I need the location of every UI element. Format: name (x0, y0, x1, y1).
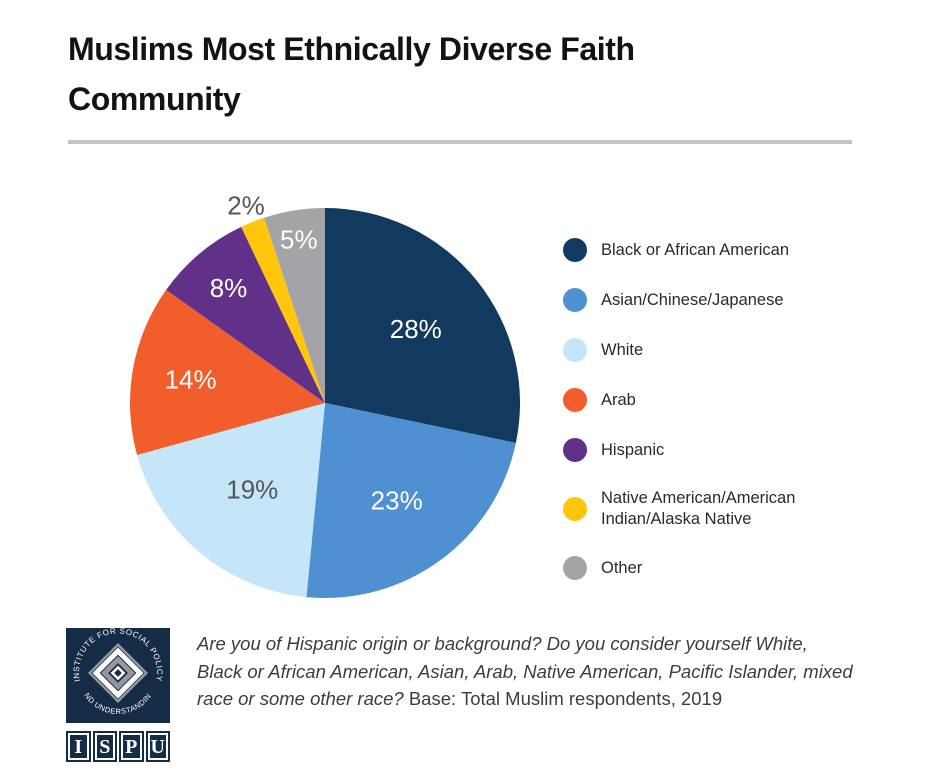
pie-slice-2 (137, 403, 325, 598)
pie-chart: 28% 23% 19% 14% 8% 2% 5% (130, 191, 521, 599)
legend-label: Arab (601, 390, 636, 409)
ispu-letter: S (99, 735, 111, 758)
pie-percent-label-0: 28% (390, 314, 442, 344)
legend-color-dot-icon (563, 556, 587, 580)
legend-color-dot-icon (563, 497, 587, 521)
pie-percent-label-6: 5% (280, 224, 318, 254)
legend-label: Other (601, 558, 643, 577)
legend-label: Native American/American Indian/Alaska N… (601, 489, 796, 528)
ispu-letter: P (125, 735, 138, 758)
pie-slice-5 (241, 217, 325, 403)
legend-item-0: Black or African American (563, 238, 863, 262)
legend-label: Asian/Chinese/Japanese (601, 290, 784, 309)
footnote: Are you of Hispanic origin or background… (197, 630, 857, 713)
pie-slice-0 (325, 208, 521, 443)
pie-slice-3 (130, 289, 325, 455)
legend-item-5: Native American/American Indian/Alaska N… (563, 488, 863, 530)
legend-item-4: Hispanic (563, 438, 863, 462)
pie-slice-6 (264, 208, 325, 403)
ispu-letter-box-1: S (92, 731, 117, 762)
pie-percent-label-3: 14% (165, 364, 217, 394)
ispu-letter-box-0: I (66, 731, 91, 762)
logo-diamond-icon (87, 642, 149, 704)
title-divider (68, 140, 852, 144)
legend-color-dot-icon (563, 388, 587, 412)
ispu-logo: INSTITUTE FOR SOCIAL POLICY AND UNDERSTA… (63, 621, 170, 762)
legend-label: White (601, 340, 644, 359)
ispu-letter: U (150, 735, 165, 758)
pie-percent-label-2: 19% (226, 475, 278, 505)
pie-percent-label-1: 23% (371, 485, 423, 515)
legend-label: Hispanic (601, 440, 665, 459)
footnote-base: Base: Total Muslim respondents, 2019 (403, 688, 723, 709)
legend-item-3: Arab (563, 388, 863, 412)
legend-color-dot-icon (563, 288, 587, 312)
footnote-question: Are you of Hispanic origin or background… (197, 633, 853, 709)
pie-slice-4 (166, 226, 325, 403)
pie-slice-1 (306, 403, 516, 599)
legend-label: Black or African American (601, 240, 789, 259)
ispu-letter: I (74, 735, 83, 758)
legend-color-dot-icon (563, 438, 587, 462)
ispu-logo-seal: INSTITUTE FOR SOCIAL POLICY AND UNDERSTA… (63, 621, 170, 723)
legend-color-dot-icon (563, 238, 587, 262)
ispu-letter-box-3: U (145, 731, 170, 762)
legend-item-1: Asian/Chinese/Japanese (563, 288, 863, 312)
legend-color-dot-icon (563, 338, 587, 362)
legend-item-6: Other (563, 556, 863, 580)
legend-item-2: White (563, 338, 863, 362)
pie-percent-label-5: 2% (227, 191, 265, 221)
ispu-letter-box-2: P (119, 731, 144, 762)
pie-percent-label-4: 8% (210, 273, 248, 303)
legend: Black or African American Asian/Chinese/J… (563, 238, 863, 606)
chart-title: Muslims Most Ethnically Diverse Faith Co… (68, 31, 635, 117)
